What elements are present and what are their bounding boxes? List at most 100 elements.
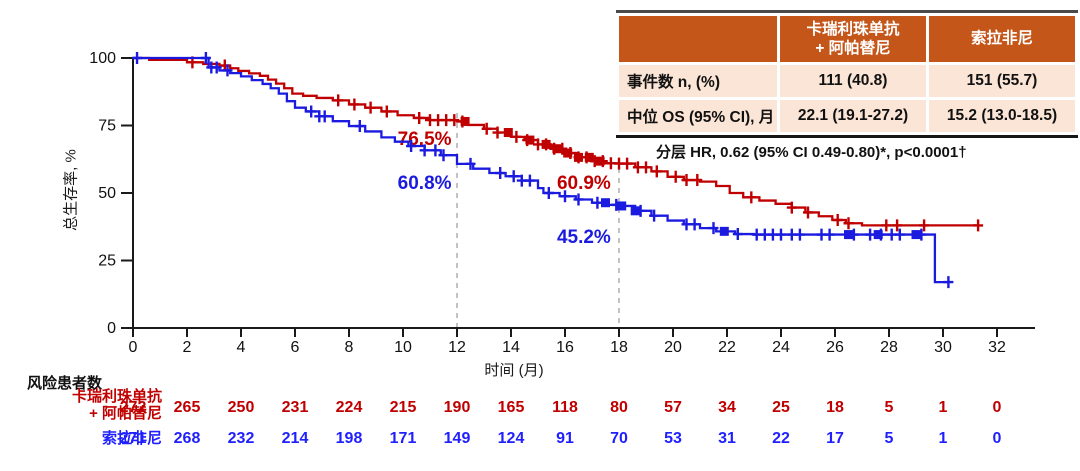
y-tick-label: 50 <box>98 185 116 202</box>
x-tick-label: 4 <box>237 339 246 356</box>
risk-count: 70 <box>610 430 628 447</box>
y-tick-label: 75 <box>98 118 116 135</box>
censor-cluster-mark <box>617 201 627 211</box>
censor-mark <box>449 114 460 127</box>
censor-mark <box>708 222 719 235</box>
censor-mark <box>132 52 143 64</box>
x-tick-label: 2 <box>183 339 192 356</box>
risk-count: 271 <box>119 430 147 447</box>
censor-mark <box>222 64 233 77</box>
risk-count: 22 <box>772 430 790 447</box>
censor-mark <box>211 61 222 74</box>
censor-mark <box>973 219 984 232</box>
censor-cluster-mark <box>552 144 562 154</box>
y-tick-label: 100 <box>89 50 116 67</box>
censor-mark <box>200 52 211 64</box>
y-axis-title: 总生存率, % <box>62 149 80 231</box>
x-tick-label: 14 <box>502 339 520 356</box>
risk-count: 80 <box>610 399 628 416</box>
censor-mark <box>414 111 425 124</box>
censor-mark <box>349 98 360 111</box>
censor-mark <box>894 228 905 241</box>
x-tick-label: 32 <box>988 339 1006 356</box>
censor-mark <box>641 161 651 174</box>
censor-mark <box>438 149 449 162</box>
censor-mark <box>430 144 441 157</box>
censor-mark <box>543 187 554 199</box>
summary-table-row-median-os: 中位 OS (95% CI), 月 22.1 (19.1-27.2) 15.2 … <box>619 100 1075 132</box>
risk-count: 250 <box>227 399 255 416</box>
censor-mark <box>776 228 786 241</box>
risk-arm2-label-line1: 索拉非尼 <box>101 430 162 447</box>
y-tick-label: 0 <box>107 320 116 337</box>
risk-count: 190 <box>443 399 471 416</box>
risk-count: 265 <box>173 399 201 416</box>
censor-mark <box>365 101 376 114</box>
censor-mark <box>824 228 835 241</box>
censor-mark <box>495 167 506 180</box>
censor-mark <box>306 105 317 118</box>
risk-count: 165 <box>497 399 525 416</box>
x-tick-label: 18 <box>610 339 628 356</box>
risk-arm1-label-line2: + 阿帕替尼 <box>89 405 162 422</box>
censor-mark <box>508 170 519 183</box>
risk-count: 215 <box>389 399 417 416</box>
censor-mark <box>560 190 570 203</box>
risk-count: 171 <box>389 430 417 447</box>
x-tick-label: 12 <box>448 339 466 356</box>
arm1-name-line1: 卡瑞利珠单抗 <box>806 20 900 38</box>
median-os-row-label: 中位 OS (95% CI), 月 <box>619 100 777 132</box>
risk-count: 149 <box>443 430 471 447</box>
censor-mark <box>481 122 492 135</box>
events-row-label: 事件数 n, (%) <box>619 65 777 97</box>
x-tick-label: 24 <box>772 339 790 356</box>
survival-rate-label: 45.2% <box>557 227 611 248</box>
summary-header-arm1: 卡瑞利珠单抗 + 阿帕替尼 <box>780 16 926 62</box>
risk-count: 1 <box>938 430 948 447</box>
censor-mark <box>865 228 876 241</box>
median-os-arm1-value: 22.1 (19.1-27.2) <box>780 100 926 132</box>
risk-count: 53 <box>664 430 682 447</box>
censor-cluster-mark <box>630 206 640 216</box>
risk-count: 232 <box>227 430 255 447</box>
risk-count: 34 <box>718 399 736 416</box>
number-at-risk-title: 风险患者数 <box>27 375 103 392</box>
censor-mark <box>592 196 603 209</box>
censor-mark <box>651 165 662 178</box>
censor-mark <box>381 105 392 118</box>
censor-mark <box>670 170 681 183</box>
risk-count: 1 <box>938 399 948 416</box>
censor-mark <box>943 276 954 289</box>
censor-mark <box>832 214 843 226</box>
x-tick-label: 6 <box>291 339 300 356</box>
censor-mark <box>649 209 660 222</box>
censor-mark <box>492 126 503 139</box>
censor-mark <box>333 94 344 107</box>
x-tick-label: 8 <box>345 339 354 356</box>
x-tick-label: 26 <box>826 339 844 356</box>
x-tick-label: 22 <box>718 339 736 356</box>
censor-cluster-mark <box>525 135 535 145</box>
x-tick-label: 20 <box>664 339 682 356</box>
censor-mark <box>681 174 692 187</box>
censor-cluster-mark <box>574 152 583 162</box>
censor-mark <box>892 219 903 232</box>
median-os-arm2-value: 15.2 (13.0-18.5) <box>929 100 1075 132</box>
risk-count: 91 <box>556 430 574 447</box>
summary-header-empty-cell <box>619 16 777 62</box>
km-curve-sorafenib <box>133 56 949 284</box>
events-arm2-value: 151 (55.7) <box>929 65 1075 97</box>
censor-mark <box>803 206 813 219</box>
censor-cluster-mark <box>601 198 610 208</box>
censor-mark <box>786 201 797 214</box>
risk-count: 18 <box>826 399 844 416</box>
summary-table-header-row: 卡瑞利珠单抗 + 阿帕替尼 索拉非尼 <box>619 16 1075 62</box>
risk-row-label-arm1: 卡瑞利珠单抗 + 阿帕替尼 <box>22 388 162 422</box>
risk-count: 17 <box>826 430 844 447</box>
risk-count: 25 <box>772 399 790 416</box>
censor-cluster-mark <box>873 230 883 240</box>
risk-count: 214 <box>281 430 309 447</box>
censor-mark <box>843 217 854 230</box>
censor-mark <box>622 157 633 170</box>
